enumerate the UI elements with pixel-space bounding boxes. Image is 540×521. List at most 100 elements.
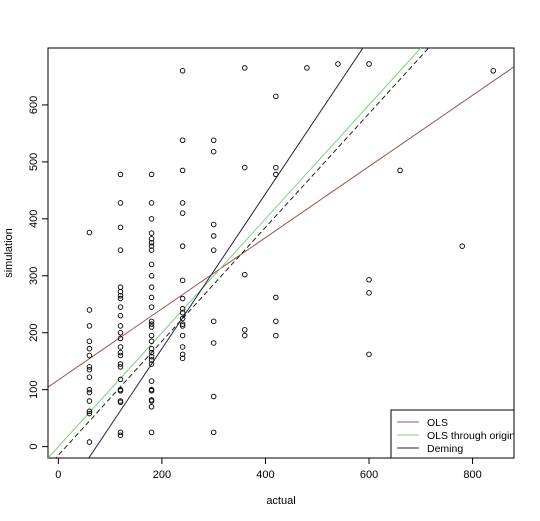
data-point (148, 404, 155, 410)
data-point (148, 318, 155, 325)
data-point (86, 229, 93, 236)
data-point (148, 378, 155, 384)
y-tick-label: 0 (28, 444, 40, 450)
data-point (148, 304, 155, 310)
data-point (117, 344, 124, 350)
line-ols (48, 66, 514, 388)
data-point (242, 332, 248, 339)
data-point (179, 351, 186, 358)
data-point (148, 261, 155, 268)
data-point (179, 137, 186, 143)
legend-label: OLS through origin (427, 430, 515, 442)
data-point (179, 310, 186, 316)
data-point (210, 148, 217, 155)
plot-frame (47, 47, 515, 459)
data-point (86, 408, 93, 415)
y-tick-label: 300 (28, 267, 40, 285)
y-tick-label: 600 (28, 96, 40, 114)
data-point (148, 243, 155, 249)
data-point (179, 323, 186, 329)
data-point (242, 271, 248, 278)
y-tick-label: 500 (28, 153, 40, 171)
data-point (210, 247, 217, 253)
x-tick-label: 200 (153, 469, 171, 481)
data-point (366, 351, 372, 358)
data-point (210, 393, 217, 400)
y-tick-label: 100 (28, 380, 40, 398)
data-point (86, 364, 93, 370)
data-point (148, 200, 155, 206)
data-point (148, 216, 155, 222)
data-point (117, 284, 124, 290)
data-point (148, 230, 155, 236)
data-point (148, 345, 155, 352)
data-point (117, 349, 124, 356)
data-point (148, 429, 155, 436)
data-point (210, 318, 217, 325)
data-point (242, 65, 248, 71)
data-point (242, 327, 248, 333)
data-point (148, 349, 155, 356)
data-point (86, 345, 93, 352)
data-point (117, 429, 124, 436)
data-point (86, 338, 93, 345)
line-deming (88, 48, 364, 458)
data-point (148, 239, 155, 246)
data-point (210, 233, 217, 239)
data-point (86, 374, 93, 380)
data-point (117, 304, 124, 310)
legend-box (390, 409, 515, 459)
data-point (117, 295, 124, 302)
data-point (179, 68, 186, 74)
data-point (86, 398, 93, 404)
data-point (148, 247, 155, 253)
data-point (117, 432, 124, 438)
data-point (179, 210, 186, 216)
data-point (273, 332, 279, 339)
data-point (210, 340, 217, 346)
data-point (273, 93, 279, 100)
data-point (210, 221, 217, 228)
legend-label: Deming (427, 443, 463, 455)
data-point (148, 236, 155, 242)
data-point (273, 318, 279, 325)
data-point (117, 386, 124, 393)
x-tick-label: 400 (256, 469, 274, 481)
x-tick-label: 800 (463, 469, 481, 481)
data-point (179, 321, 186, 327)
x-tick-label: 0 (55, 469, 61, 481)
data-point (179, 332, 186, 339)
data-point (148, 353, 155, 360)
data-point (179, 306, 186, 312)
data-point (397, 167, 403, 174)
line-ols-through-origin (48, 48, 422, 458)
data-point (273, 171, 279, 178)
data-point (117, 364, 124, 370)
data-point (148, 386, 155, 393)
data-point (117, 224, 124, 231)
data-point (117, 361, 124, 367)
data-point (273, 294, 279, 301)
data-point (179, 315, 186, 322)
data-point (148, 284, 155, 290)
data-point (148, 357, 155, 363)
data-point (117, 398, 124, 404)
data-point (366, 61, 372, 67)
data-point (148, 273, 155, 279)
data-point (148, 361, 155, 367)
data-point (86, 386, 93, 393)
data-point (179, 295, 186, 302)
data-point (459, 243, 465, 249)
data-point (148, 397, 155, 403)
data-point (179, 355, 186, 362)
data-point (117, 329, 124, 336)
data-point (117, 335, 124, 342)
data-point (179, 277, 186, 284)
data-point (117, 376, 124, 383)
data-point (210, 137, 217, 143)
data-point (490, 68, 497, 74)
x-tick-label: 600 (360, 469, 378, 481)
data-point (335, 61, 341, 67)
legend-label: OLS (427, 417, 448, 429)
